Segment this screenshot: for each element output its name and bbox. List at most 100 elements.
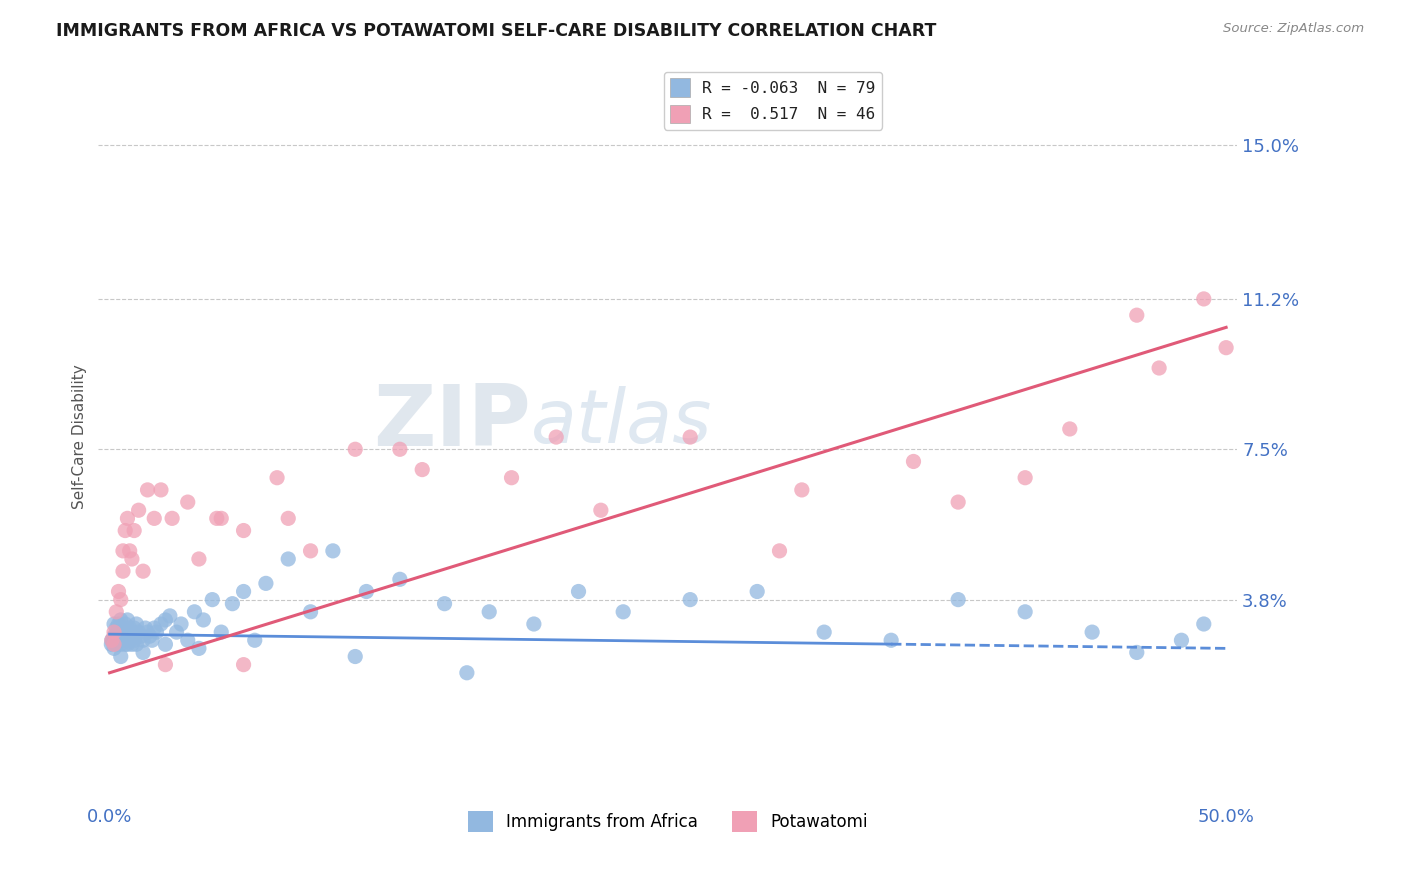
- Point: [110, 613, 132, 627]
- Point: [903, 454, 925, 468]
- Text: atlas: atlas: [531, 386, 713, 458]
- Point: [170, 617, 193, 632]
- Point: [117, 613, 139, 627]
- Point: [105, 637, 128, 651]
- Point: [1126, 645, 1149, 659]
- Point: [143, 511, 166, 525]
- Point: [411, 462, 433, 476]
- Point: [103, 641, 125, 656]
- Point: [117, 625, 139, 640]
- Point: [243, 633, 266, 648]
- Point: [103, 625, 125, 640]
- Point: [193, 613, 215, 627]
- Point: [114, 637, 136, 651]
- Point: [344, 442, 367, 457]
- Point: [478, 605, 501, 619]
- Point: [187, 552, 209, 566]
- Point: [523, 617, 546, 632]
- Point: [790, 483, 813, 497]
- Point: [101, 633, 124, 648]
- Point: [101, 633, 124, 648]
- Point: [149, 617, 172, 632]
- Point: [110, 649, 132, 664]
- Point: [100, 637, 122, 651]
- Point: [111, 621, 134, 635]
- Point: [110, 625, 132, 640]
- Point: [111, 544, 134, 558]
- Point: [232, 584, 254, 599]
- Point: [105, 621, 128, 635]
- Point: [117, 637, 139, 651]
- Point: [118, 633, 141, 648]
- Point: [136, 483, 159, 497]
- Point: [1059, 422, 1081, 436]
- Point: [122, 524, 145, 538]
- Point: [221, 597, 243, 611]
- Point: [107, 617, 129, 632]
- Point: [121, 552, 143, 566]
- Point: [501, 471, 523, 485]
- Point: [266, 471, 288, 485]
- Point: [433, 597, 456, 611]
- Point: [456, 665, 478, 680]
- Point: [277, 511, 299, 525]
- Point: [344, 649, 367, 664]
- Point: [177, 633, 200, 648]
- Text: Source: ZipAtlas.com: Source: ZipAtlas.com: [1223, 22, 1364, 36]
- Point: [136, 625, 159, 640]
- Point: [159, 608, 181, 623]
- Point: [299, 605, 322, 619]
- Point: [1014, 605, 1036, 619]
- Point: [546, 430, 568, 444]
- Text: IMMIGRANTS FROM AFRICA VS POTAWATOMI SELF-CARE DISABILITY CORRELATION CHART: IMMIGRANTS FROM AFRICA VS POTAWATOMI SEL…: [56, 22, 936, 40]
- Point: [107, 625, 129, 640]
- Point: [177, 495, 200, 509]
- Point: [110, 637, 132, 651]
- Point: [125, 637, 148, 651]
- Point: [679, 592, 702, 607]
- Point: [567, 584, 589, 599]
- Point: [946, 495, 969, 509]
- Point: [768, 544, 790, 558]
- Point: [129, 629, 152, 643]
- Point: [128, 625, 150, 640]
- Point: [122, 633, 145, 648]
- Point: [388, 442, 411, 457]
- Point: [1126, 308, 1149, 322]
- Point: [747, 584, 769, 599]
- Point: [388, 572, 411, 586]
- Point: [187, 641, 209, 656]
- Point: [121, 625, 143, 640]
- Point: [141, 633, 163, 648]
- Point: [128, 503, 150, 517]
- Point: [1215, 341, 1237, 355]
- Point: [110, 592, 132, 607]
- Point: [880, 633, 903, 648]
- Point: [1147, 361, 1170, 376]
- Point: [155, 637, 177, 651]
- Point: [114, 629, 136, 643]
- Point: [155, 613, 177, 627]
- Point: [107, 584, 129, 599]
- Point: [132, 633, 155, 648]
- Point: [160, 511, 183, 525]
- Point: [232, 657, 254, 672]
- Text: ZIP: ZIP: [374, 381, 531, 464]
- Point: [139, 629, 162, 643]
- Point: [356, 584, 378, 599]
- Point: [121, 637, 143, 651]
- Point: [125, 617, 148, 632]
- Point: [205, 511, 228, 525]
- Point: [201, 592, 224, 607]
- Point: [145, 625, 167, 640]
- Point: [1192, 617, 1215, 632]
- Point: [277, 552, 299, 566]
- Point: [132, 645, 155, 659]
- Point: [143, 621, 166, 635]
- Point: [322, 544, 344, 558]
- Point: [105, 605, 128, 619]
- Point: [299, 544, 322, 558]
- Point: [209, 625, 232, 640]
- Point: [1014, 471, 1036, 485]
- Point: [813, 625, 835, 640]
